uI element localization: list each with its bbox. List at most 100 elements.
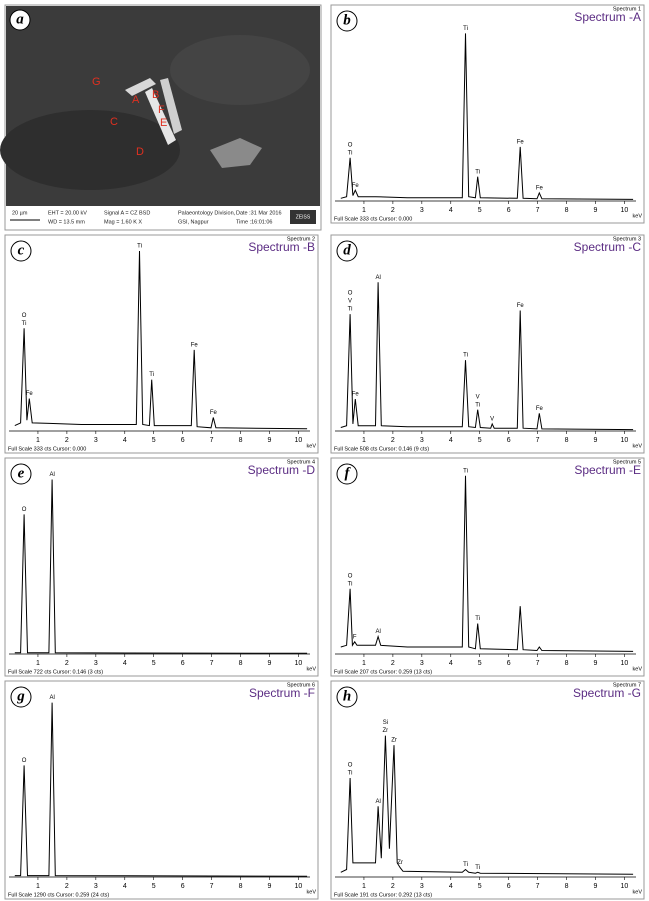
peak-label: O xyxy=(22,507,27,513)
peak-label: Ti xyxy=(463,468,468,474)
spectrum-panel: 12345678910keVFull Scale 333 cts Cursor:… xyxy=(331,5,644,223)
x-tick-label: 6 xyxy=(507,883,511,890)
x-tick-label: 8 xyxy=(239,437,243,444)
x-tick-label: 1 xyxy=(36,883,40,890)
x-tick-label: 3 xyxy=(420,207,424,214)
panel-letter: h xyxy=(343,688,351,704)
peak-label: Ti xyxy=(348,581,353,587)
peak-label: Al xyxy=(375,629,380,635)
footer: Full Scale 722 cts Cursor: 0.146 (3 cts) xyxy=(8,669,103,675)
x-tick-label: 8 xyxy=(565,660,569,667)
x-tick-label: 10 xyxy=(295,660,303,667)
x-tick-label: 2 xyxy=(65,437,69,444)
panel-letter: a xyxy=(16,11,24,27)
peak-label: Fe xyxy=(210,410,218,416)
x-tick-label: 1 xyxy=(36,660,40,667)
footer: Full Scale 508 cts Cursor: 0.146 (9 cts) xyxy=(334,446,429,452)
peak-label: O xyxy=(22,313,27,319)
panel-letter: c xyxy=(18,242,25,258)
title: Spectrum -F xyxy=(249,686,315,700)
x-tick-label: 7 xyxy=(210,437,214,444)
panel-letter: b xyxy=(343,12,351,28)
peak-label: V xyxy=(490,416,494,422)
info-text: Palaeontology Division, xyxy=(178,210,236,216)
x-tick-label: 6 xyxy=(181,660,185,667)
title: Spectrum -A xyxy=(574,10,641,24)
peak-label: Zr xyxy=(391,738,397,744)
x-tick-label: 1 xyxy=(362,207,366,214)
x-tick-label: 5 xyxy=(152,883,156,890)
panel-frame xyxy=(331,5,644,223)
x-tick-label: 2 xyxy=(391,883,395,890)
peak-label: Fe xyxy=(352,392,360,398)
x-tick-label: 9 xyxy=(594,437,598,444)
peak-label: Ti xyxy=(475,616,480,622)
peak-label: O xyxy=(348,573,353,579)
peak-label: O xyxy=(22,758,27,764)
x-tick-label: 9 xyxy=(268,883,272,890)
point-label: G xyxy=(92,76,101,88)
peak-label: Ti xyxy=(475,169,480,175)
peak-label: Fe xyxy=(536,185,544,191)
x-tick-label: 5 xyxy=(478,883,482,890)
x-tick-label: 4 xyxy=(449,437,453,444)
x-tick-label: 6 xyxy=(507,207,511,214)
x-tick-label: 1 xyxy=(362,660,366,667)
x-tick-label: 3 xyxy=(94,437,98,444)
x-tick-label: 7 xyxy=(210,883,214,890)
x-tick-label: 1 xyxy=(362,883,366,890)
title: Spectrum -D xyxy=(248,463,316,477)
info-text: WD = 13.5 mm xyxy=(48,219,85,225)
peak-label: V xyxy=(348,299,352,305)
x-tick-label: 4 xyxy=(123,660,127,667)
x-tick-label: 10 xyxy=(621,437,629,444)
title: Spectrum -C xyxy=(574,240,642,254)
x-tick-label: 4 xyxy=(123,883,127,890)
sem-texture xyxy=(170,35,310,105)
x-tick-label: 3 xyxy=(94,660,98,667)
x-tick-label: 1 xyxy=(36,437,40,444)
spectrum-panel: 12345678910keVFull Scale 191 cts Cursor:… xyxy=(331,681,644,899)
x-unit: keV xyxy=(307,666,317,672)
footer: Full Scale 333 cts Cursor: 0.000 xyxy=(8,446,86,452)
peak-label: Ti xyxy=(463,26,468,32)
spectrum-panel: 12345678910keVFull Scale 1290 cts Cursor… xyxy=(5,681,318,899)
point-label: C xyxy=(110,116,118,128)
info-text: Mag = 1.60 K X xyxy=(104,219,142,225)
info-text: Signal A = CZ BSD xyxy=(104,210,150,216)
sem-texture xyxy=(0,110,180,190)
x-tick-label: 6 xyxy=(181,883,185,890)
point-label: A xyxy=(132,94,140,106)
x-tick-label: 8 xyxy=(239,660,243,667)
x-tick-label: 8 xyxy=(565,883,569,890)
x-tick-label: 9 xyxy=(594,660,598,667)
x-tick-label: 7 xyxy=(210,660,214,667)
x-tick-label: 8 xyxy=(565,437,569,444)
x-tick-label: 2 xyxy=(391,437,395,444)
peak-label: Fe xyxy=(191,342,199,348)
x-tick-label: 6 xyxy=(181,437,185,444)
peak-label: O xyxy=(348,291,353,297)
peak-label: Ti xyxy=(348,150,353,156)
info-text: Time :16:01:06 xyxy=(236,219,272,225)
x-unit: keV xyxy=(307,443,317,449)
footer: Full Scale 333 cts Cursor: 0.000 xyxy=(334,216,412,222)
peak-label: Ti xyxy=(348,307,353,313)
x-unit: keV xyxy=(633,889,643,895)
peak-label: Al xyxy=(49,472,54,478)
x-tick-label: 8 xyxy=(239,883,243,890)
footer: Full Scale 207 cts Cursor: 0.259 (13 cts… xyxy=(334,669,432,675)
x-tick-label: 5 xyxy=(152,437,156,444)
info-text: EHT = 20.00 kV xyxy=(48,210,87,216)
title: Spectrum -E xyxy=(574,463,641,477)
peak-label: Ti xyxy=(22,321,27,327)
x-tick-label: 3 xyxy=(420,660,424,667)
x-tick-label: 4 xyxy=(449,883,453,890)
peak-label: Ti xyxy=(463,353,468,359)
peak-label: Fe xyxy=(26,391,34,397)
x-tick-label: 3 xyxy=(94,883,98,890)
panel-letter: d xyxy=(343,242,351,258)
peak-label: Ti xyxy=(475,865,480,871)
panel-frame xyxy=(331,458,644,676)
